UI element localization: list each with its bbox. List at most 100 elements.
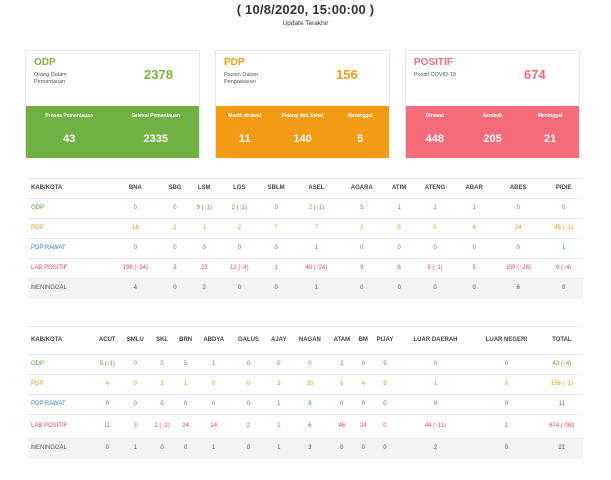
table-cell: 0 xyxy=(196,374,231,395)
column-header: AGARA xyxy=(339,178,385,199)
pdp-meninggal-stat: Meninggal 5 xyxy=(331,106,389,158)
table-cell: 4 xyxy=(109,278,162,299)
table-cell: 0 xyxy=(544,278,583,299)
update-label: Update Terakhir xyxy=(282,20,329,27)
stat-label: Proses Pemantauan xyxy=(45,113,94,119)
table-cell: 1 xyxy=(174,374,197,395)
table-cell: 3 xyxy=(149,374,175,395)
table-cell: 9 (↑4) xyxy=(544,258,583,279)
table-cell: 1 xyxy=(456,198,493,219)
row-label: ODP xyxy=(28,198,110,219)
table-cell: 0 xyxy=(371,394,399,415)
table-cell: 0 xyxy=(456,278,493,299)
kabkota-table-1: KAB/KOTA BNA SBG LSM LGS SBLM ASEL AGARA ATIM ATE… xyxy=(28,178,583,299)
table-cell: 159 (↑28) xyxy=(492,258,545,279)
meninggal-row: MENINGGAL 4 0 2 0 0 1 0 0 0 0 6 0 xyxy=(28,278,583,299)
lab-positif-row: LAB POSITIF 11 3 2 (↑2) 24 24 2 1 6 46 34 0 44 (↑11)… xyxy=(28,414,583,439)
table-cell: 1 xyxy=(188,218,221,239)
table-cell: 9 xyxy=(371,354,399,375)
table-cell: 2 xyxy=(231,414,266,439)
odp-description: Orang Dalam Pemantauan xyxy=(34,72,67,85)
stat-label: Meninggal xyxy=(347,113,373,119)
lab-positif-row: LAB POSITIF 198 (↑24) 3 23 12 (↑4) 1 48 (↑24) 9… xyxy=(28,258,583,279)
table-cell: 0 xyxy=(231,438,266,459)
table-cell: 6 xyxy=(492,278,545,299)
table-cell: 9 (↑1) xyxy=(188,198,221,219)
positif-description: Positif COVID-19 xyxy=(414,72,456,78)
stat-label: Selesai Pemantauan xyxy=(131,113,180,119)
table-cell: 5 (↑1) xyxy=(93,354,122,375)
table-cell: 9 xyxy=(371,374,399,395)
column-header: ACUT xyxy=(93,326,122,355)
table-cell: 0 xyxy=(544,198,583,219)
table-cell: 9 (↑1) xyxy=(413,258,457,279)
table-cell: 11 xyxy=(540,394,583,415)
column-header: ATAM xyxy=(328,326,356,355)
table-cell: 6 xyxy=(291,414,329,439)
column-header: SBLM xyxy=(258,178,294,199)
table-cell: 3 xyxy=(291,438,329,459)
table-cell: 0 xyxy=(174,438,197,459)
table-cell: 2 xyxy=(220,218,259,239)
table-cell: 0 xyxy=(291,354,329,375)
positif-sembuh-stat: Sembuh 205 xyxy=(464,106,522,158)
odp-total: 2378 xyxy=(144,67,173,82)
table-cell: 674 (↑98) xyxy=(540,414,583,439)
table-cell: 48 (↑24) xyxy=(293,258,340,279)
table-cell: 0 xyxy=(472,394,541,415)
odp-row: ODP 0 0 9 (↑1) 2 (↑1) 0 2 (↑1) 5 1 1 1 0 0 xyxy=(28,198,583,219)
table-cell: 44 (↑11) xyxy=(398,414,473,439)
table-cell: 0 xyxy=(109,198,162,219)
table-cell: 24 xyxy=(196,414,231,439)
table-cell: 6 xyxy=(384,258,414,279)
pdp-row: PDP 16 2 1 2 7 7 1 5 0 4 24 45 (↑1) xyxy=(28,218,583,239)
column-header: LSM xyxy=(188,178,221,199)
table-cell: 0 xyxy=(220,278,259,299)
row-label: LAB POSITIF xyxy=(28,414,94,439)
table-cell: 0 xyxy=(220,238,259,259)
table-cell: 1 xyxy=(293,238,340,259)
column-header: KAB/KOTA xyxy=(28,326,94,355)
table-cell: 0 xyxy=(472,374,541,395)
table-cell: 1 xyxy=(472,414,541,439)
odp-title: ODP xyxy=(34,57,56,68)
table-cell: 2 xyxy=(161,218,189,239)
table-cell: 24 xyxy=(492,218,545,239)
pdp-row: PDP 4 0 3 1 0 0 3 15 8 4 9 1 0 156 (↑1) xyxy=(28,374,583,395)
table-cell: 0 xyxy=(161,238,189,259)
pdp-dirawat-stat: Masih dirawat 11 xyxy=(216,106,274,158)
row-label: ODP xyxy=(28,354,94,375)
table-cell: 2 xyxy=(188,278,221,299)
table-cell: 46 xyxy=(328,414,356,439)
column-header: KAB/KOTA xyxy=(28,178,110,199)
row-label: PDP RAWAT xyxy=(28,394,94,415)
table-cell: 0 xyxy=(384,278,414,299)
stat-value: 140 xyxy=(293,133,312,145)
table-cell: 1 xyxy=(544,238,583,259)
column-header: ATENG xyxy=(413,178,457,199)
stat-value: 43 xyxy=(63,133,76,145)
column-header: ASEL xyxy=(293,178,340,199)
table-header-row: KAB/KOTA BNA SBG LSM LGS SBLM ASEL AGARA ATIM ATE… xyxy=(28,178,583,199)
table-cell: 1 xyxy=(121,438,150,459)
column-header: ABDYA xyxy=(196,326,231,355)
column-header: LUAR DAERAH xyxy=(398,326,473,355)
row-label: PDP RAWAT xyxy=(28,238,110,259)
table-cell: 2 xyxy=(398,438,473,459)
row-label: MENINGGAL xyxy=(28,438,94,459)
table-cell: 9 xyxy=(339,258,385,279)
table-cell: 7 xyxy=(293,218,340,239)
stat-value: 205 xyxy=(483,133,502,145)
table-cell: 0 xyxy=(355,394,372,415)
column-header: ABES xyxy=(492,178,545,199)
table-cell: 0 xyxy=(355,354,372,375)
column-header: ATIM xyxy=(384,178,414,199)
table-cell: 156 (↑1) xyxy=(540,374,583,395)
table-cell: 1 xyxy=(384,198,414,219)
stat-label: Pulang dan Sehat xyxy=(281,113,324,119)
table-cell: 0 xyxy=(121,394,150,415)
table-cell: 2 xyxy=(328,354,356,375)
positif-dirawat-stat: Dirawat 448 xyxy=(406,106,464,158)
table-cell: 0 xyxy=(231,374,266,395)
positif-card: POSITIF Positif COVID-19 674 Dirawat 448… xyxy=(405,50,580,158)
